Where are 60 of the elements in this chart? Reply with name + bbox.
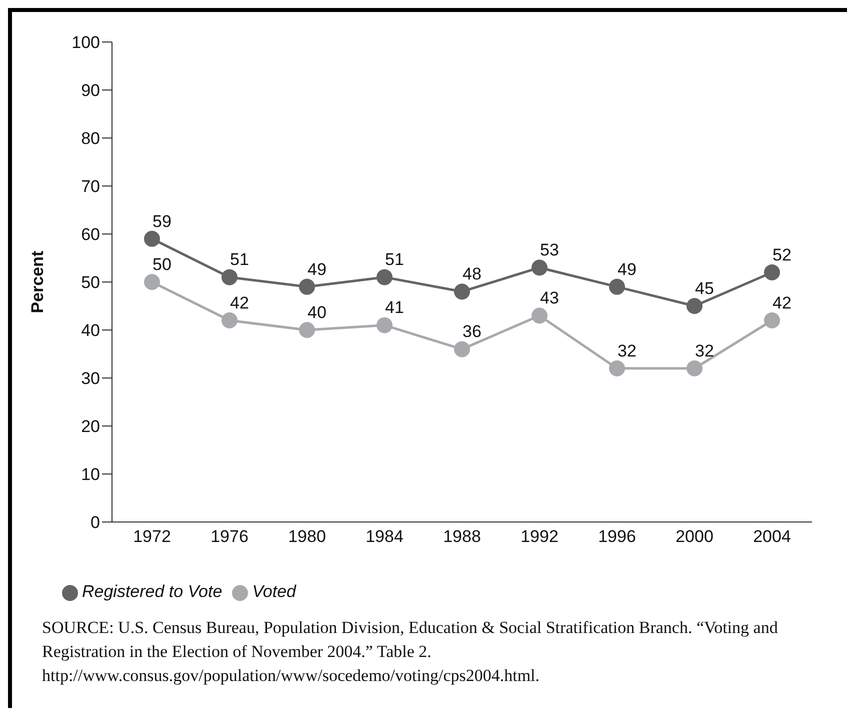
x-tick-label: 1984 <box>366 527 404 546</box>
data-label: 51 <box>385 250 404 270</box>
data-label: 40 <box>308 303 326 322</box>
point <box>299 278 315 295</box>
data-label: 52 <box>772 245 792 264</box>
data-label: 32 <box>695 341 714 360</box>
x-tick-label: 1988 <box>443 527 481 546</box>
data-label: 42 <box>230 293 249 312</box>
point <box>299 322 315 338</box>
data-label: 53 <box>540 240 559 260</box>
data-label: 43 <box>540 288 559 308</box>
data-label: 32 <box>618 341 636 360</box>
data-label: 48 <box>462 264 482 284</box>
point <box>144 230 160 247</box>
data-label: 41 <box>385 298 404 318</box>
point <box>376 269 392 286</box>
point <box>686 298 702 314</box>
point <box>454 284 470 300</box>
point <box>609 278 625 295</box>
y-tick-label: 10 <box>81 465 100 484</box>
y-tick-label: 30 <box>81 369 100 388</box>
y-tick-label: 100 <box>72 33 100 52</box>
point <box>686 360 702 376</box>
x-tick-label: 1972 <box>133 527 171 546</box>
x-tick-label: 2000 <box>676 527 714 546</box>
legend-label: Voted <box>252 582 296 601</box>
legend-label: Registered to Vote <box>82 582 222 601</box>
x-tick-label: 2004 <box>753 527 791 546</box>
data-label: 36 <box>462 322 482 342</box>
data-label: 45 <box>695 279 714 298</box>
point <box>222 269 238 286</box>
point <box>144 274 160 290</box>
x-tick-label: 1976 <box>210 527 248 546</box>
point <box>609 360 625 376</box>
data-label: 49 <box>618 260 636 279</box>
point <box>532 260 548 276</box>
y-tick-label: 60 <box>81 225 100 244</box>
y-tick-label: 80 <box>81 129 100 148</box>
point <box>376 317 392 334</box>
data-label: 50 <box>152 255 172 274</box>
y-tick-label: 50 <box>81 273 100 292</box>
source-note: SOURCE: U.S. Census Bureau, Population Division, Education & Social Stratification Branch. “Voting and Registration in the Election of November 2004.” Table 2. http://www.consus.gov/population/www/socedemo/voting/cps2004.html. <box>41 617 779 687</box>
data-label: 42 <box>772 293 792 312</box>
x-tick-label: 1992 <box>520 527 558 546</box>
point <box>764 312 780 328</box>
point <box>764 264 780 280</box>
data-label: 49 <box>308 260 326 279</box>
y-tick-label: 0 <box>90 513 100 532</box>
data-label: 51 <box>230 250 249 270</box>
x-tick-label: 1996 <box>598 527 636 546</box>
y-tick-label: 40 <box>81 321 100 340</box>
y-tick-label: 70 <box>81 177 100 196</box>
point <box>454 341 470 358</box>
x-tick-label: 1980 <box>288 527 326 546</box>
point <box>532 308 548 324</box>
y-tick-label: 20 <box>81 417 100 436</box>
point <box>222 312 238 328</box>
data-label: 59 <box>152 212 172 231</box>
y-axis-title: Percent <box>28 250 48 314</box>
y-tick-label: 90 <box>81 81 100 100</box>
